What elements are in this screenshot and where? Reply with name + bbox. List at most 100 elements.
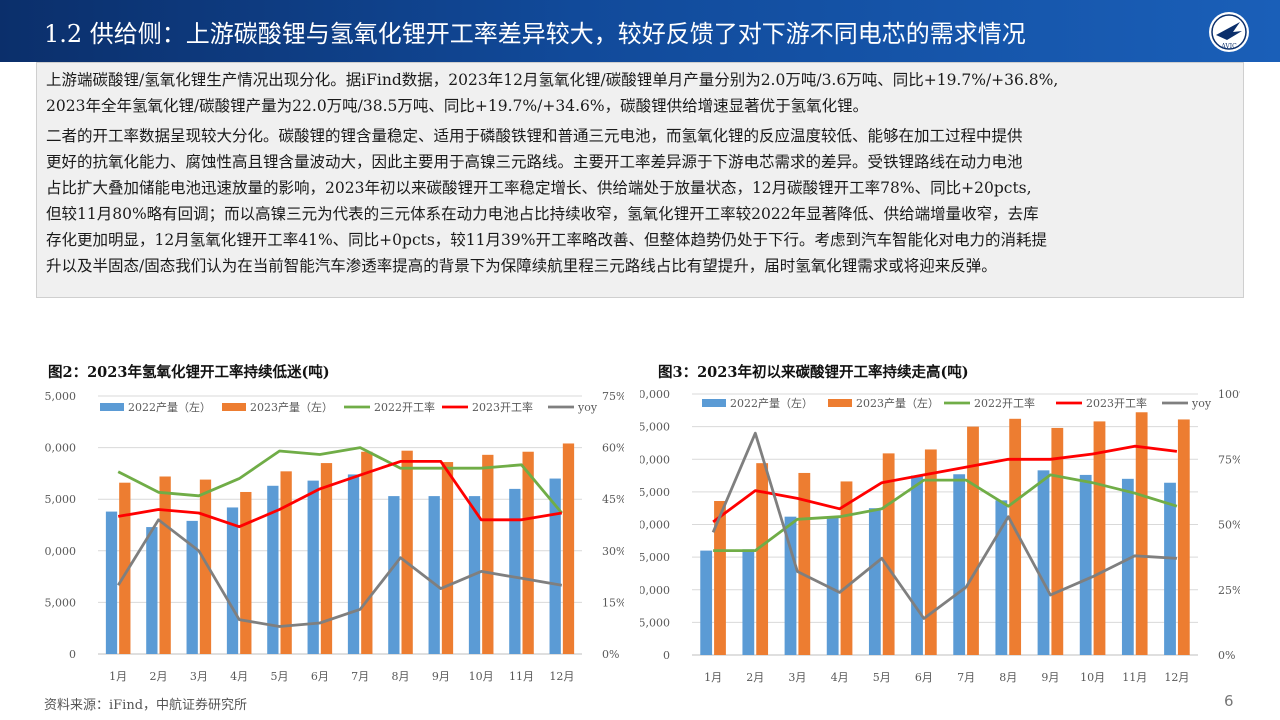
bar: [347, 474, 360, 654]
chart-title-hydroxide: 图2：2023年氢氧化锂开工率持续低迷(吨): [48, 364, 330, 381]
x-tick-label: 8月: [392, 670, 410, 683]
legend-swatch: [100, 403, 124, 411]
series-line: [711, 431, 1177, 620]
legend-label: yoy: [1191, 397, 1212, 410]
y-tick-label: 10,000: [640, 584, 670, 597]
legend-swatch: [702, 399, 726, 407]
y2-tick-label: 100%: [1218, 388, 1240, 401]
summary-line: 上游端碳酸锂/氢氧化锂生产情况出现分化。据iFind数据，2023年12月氢氧化…: [46, 71, 1059, 89]
x-tick-label: 7月: [957, 671, 975, 684]
bar: [119, 482, 131, 654]
legend-label: 2022产量（左）: [730, 396, 813, 410]
bar: [522, 451, 534, 654]
series-line: [712, 444, 1178, 524]
bar: [1121, 478, 1134, 655]
header-bar: 1.2 供给侧：上游碳酸锂与氢氧化锂开工率差异较大，较好反馈了对下游不同电芯的需…: [0, 0, 1280, 62]
summary-line: 2023年全年氢氧化锂/碳酸锂产量为22.0万吨/38.5万吨、同比+19.7%…: [46, 97, 869, 115]
summary-line: 存化更加明显，12月氢氧化锂开工率41%、同比+0pcts，较11月39%开工率…: [46, 231, 1047, 249]
summary-line: 占比扩大叠加储能电池迅速放量的影响，2023年初以来碳酸锂开工率稳定增长、供给端…: [46, 179, 1032, 197]
legend-label: 2022开工率: [374, 400, 435, 414]
x-tick-label: 7月: [351, 670, 369, 683]
bar: [428, 496, 440, 654]
summary-textbox: 上游端碳酸锂/氢氧化锂生产情况出现分化。据iFind数据，2023年12月氢氧化…: [36, 62, 1244, 298]
summary-line: 二者的开工率数据呈现较大分化。碳酸锂的锂含量稳定、适用于磷酸铁锂和普通三元电池，…: [46, 127, 1023, 145]
page-title: 1.2 供给侧：上游碳酸锂与氢氧化锂开工率差异较大，较好反馈了对下游不同电芯的需…: [44, 20, 1026, 48]
x-tick-label: 2月: [746, 671, 764, 684]
x-tick-label: 10月: [1080, 671, 1105, 684]
y2-tick-label: 50%: [1218, 519, 1240, 532]
bar: [700, 550, 713, 655]
bar: [199, 479, 212, 654]
x-tick-label: 6月: [915, 671, 933, 684]
source-note: 资料来源：iFind，中航证券研究所: [44, 698, 248, 713]
bar: [1177, 419, 1190, 655]
summary-line: 但较11月80%略有回调；而以高镍三元为代表的三元体系在动力电池占比持续收窄，氢…: [46, 205, 1039, 223]
legend-swatch: [828, 399, 852, 407]
bar: [186, 520, 198, 654]
y-tick-label: 35,000: [640, 421, 670, 434]
bar: [401, 450, 413, 654]
y-tick-label: 15,000: [44, 493, 76, 506]
y2-tick-label: 0%: [602, 648, 619, 661]
bar: [549, 478, 561, 654]
y-tick-label: 30,000: [640, 453, 670, 466]
summary-line: 升以及半固态/固态我们认为在当前智能汽车渗透率提高的背景下为保障续航里程三元路线…: [46, 257, 997, 275]
x-tick-label: 11月: [509, 670, 534, 683]
x-tick-label: 5月: [271, 670, 289, 683]
bar: [361, 451, 373, 654]
y-tick-label: 5,000: [640, 616, 670, 629]
x-tick-label: 3月: [190, 670, 208, 683]
y2-tick-label: 15%: [602, 596, 624, 609]
bar: [756, 463, 769, 655]
y-tick-label: 25,000: [640, 486, 670, 499]
bar: [784, 516, 797, 655]
series-line: [117, 518, 563, 628]
bar: [882, 453, 895, 655]
chart-hydroxide-utilization: 0 5,000 10,000 15,000 20,000 25,000 0% 15% 30% 45…: [44, 390, 624, 683]
series-line: [117, 460, 563, 529]
chart-carbonate-utilization: 0 5,000 10,000 15,000 20,000 25,000 30,000 35,0…: [640, 388, 1240, 684]
bar: [840, 481, 853, 655]
bar: [320, 463, 333, 654]
bar: [105, 511, 118, 654]
bar: [159, 476, 171, 654]
logo-text: AVIC: [1220, 43, 1237, 50]
summary-line: 更好的抗氧化能力、腐蚀性高且锂含量波动大，因此主要用于高镍三元路线。主要开工率差…: [46, 153, 1023, 171]
legend-label: 2023产量（左）: [856, 396, 939, 410]
chart-title-carbonate: 图3：2023年初以来碳酸锂开工率持续走高(吨): [658, 364, 969, 381]
bar: [953, 474, 966, 655]
bar: [714, 501, 726, 655]
bar: [1093, 421, 1106, 655]
y-tick-label: 15,000: [640, 551, 670, 564]
avic-logo-icon: AVIC: [1209, 12, 1249, 52]
bar: [798, 472, 811, 655]
bar: [924, 449, 937, 655]
legend-label: yoy: [577, 401, 598, 414]
y-tick-label: 25,000: [44, 390, 76, 403]
legend-swatch: [222, 403, 246, 411]
x-tick-label: 4月: [831, 671, 849, 684]
legend-label: 2022开工率: [974, 396, 1035, 410]
y-tick-label: 40,000: [640, 388, 670, 401]
series-line: [117, 446, 563, 514]
x-tick-label: 3月: [788, 671, 806, 684]
bar: [267, 485, 279, 654]
x-tick-label: 11月: [1122, 671, 1147, 684]
bar: [240, 491, 252, 654]
bar: [509, 488, 521, 654]
y-tick-label: 20,000: [640, 519, 670, 532]
y-tick-label: 5,000: [45, 596, 77, 609]
bar: [1164, 482, 1176, 655]
legend-label: 2023开工率: [472, 400, 533, 414]
y2-tick-label: 0%: [1218, 649, 1235, 662]
bar: [967, 426, 979, 655]
y2-tick-label: 25%: [1218, 584, 1240, 597]
x-tick-label: 10月: [469, 670, 494, 683]
bar: [1037, 470, 1050, 655]
y-tick-label: 0: [69, 648, 76, 661]
legend-label: 2023产量（左）: [250, 400, 333, 414]
bar: [226, 507, 239, 654]
bar: [1135, 412, 1148, 655]
bar: [562, 443, 575, 654]
x-tick-label: 6月: [311, 670, 329, 683]
